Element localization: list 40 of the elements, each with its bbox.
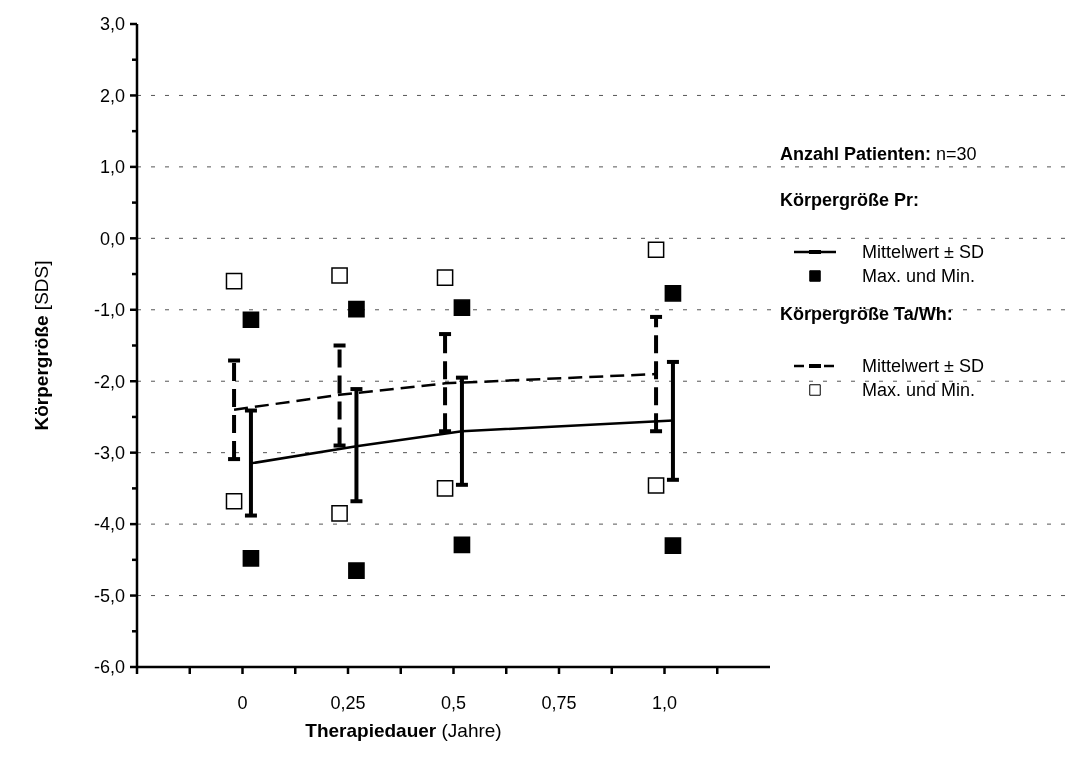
point	[242, 550, 260, 567]
legend-label: Max. und Min.	[862, 380, 976, 400]
y-tick-label: -1,0	[93, 300, 125, 321]
legend-label: Mittelwert ± SD	[862, 242, 984, 262]
legend-label: Mittelwert ± SD	[862, 356, 984, 376]
x-tick-label: 0,25	[330, 693, 366, 713]
y-tick-label: -3,0	[93, 442, 125, 463]
y-tick-label: -4,0	[93, 514, 125, 535]
point	[225, 272, 243, 290]
y-axis-title: Körpergröße [SDS]	[31, 260, 52, 431]
text: Körpergröße Ta/Wh:	[780, 304, 953, 324]
point	[331, 267, 348, 284]
point	[664, 285, 682, 302]
point	[436, 480, 454, 497]
point	[348, 562, 365, 579]
x-tick-label: 0,75	[541, 693, 577, 713]
y-tick-label: -6,0	[93, 657, 125, 678]
y-tick-label: 1,0	[99, 157, 125, 178]
legend-label: Max. und Min.	[862, 266, 976, 286]
point	[242, 311, 260, 329]
y-tick-label: 0,0	[99, 228, 125, 249]
point	[453, 299, 471, 316]
x-tick-label: 0,5	[440, 693, 467, 713]
y-tick-label: 2,0	[99, 85, 125, 106]
point	[453, 536, 471, 554]
point	[331, 505, 348, 522]
point	[664, 537, 682, 554]
point	[348, 300, 365, 318]
text: Körpergröße Pr:	[780, 190, 920, 210]
point	[225, 492, 243, 510]
y-tick-label: 3,0	[99, 14, 125, 35]
x-tick-label: 1,0	[651, 693, 678, 713]
point	[436, 269, 454, 286]
y-tick-label: -2,0	[93, 371, 125, 392]
point	[647, 477, 665, 494]
x-axis-title: Therapiedauer (Jahre)	[305, 720, 502, 741]
x-tick-label: 0	[237, 693, 248, 713]
y-tick-label: -5,0	[93, 585, 125, 606]
text: Anzahl Patienten: n=30	[780, 144, 977, 164]
point	[647, 241, 665, 259]
